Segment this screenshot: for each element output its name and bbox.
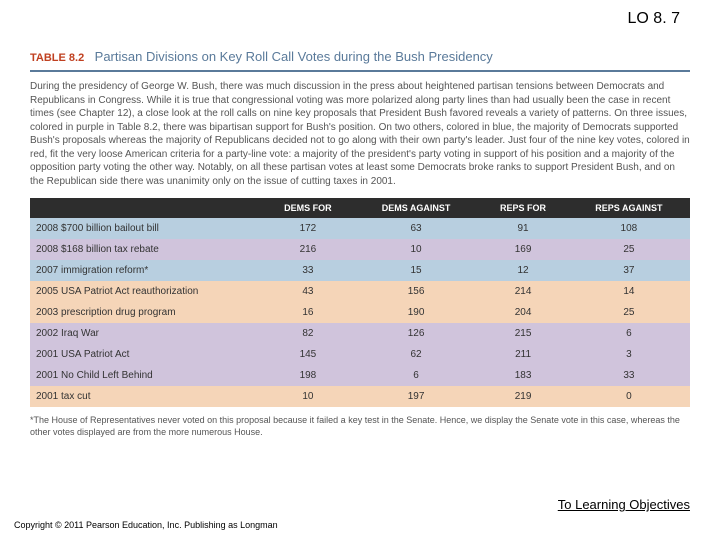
row-cell: 190 bbox=[354, 302, 478, 323]
row-cell: 33 bbox=[262, 260, 354, 281]
row-cell: 25 bbox=[568, 239, 690, 260]
row-label: 2001 No Child Left Behind bbox=[30, 365, 262, 386]
table-row: 2002 Iraq War821262156 bbox=[30, 323, 690, 344]
table-heading: TABLE 8.2 Partisan Divisions on Key Roll… bbox=[30, 48, 690, 66]
row-cell: 33 bbox=[568, 365, 690, 386]
row-cell: 16 bbox=[262, 302, 354, 323]
col-header-reps-against: REPS AGAINST bbox=[568, 198, 690, 218]
row-cell: 3 bbox=[568, 344, 690, 365]
col-header-dems-against: DEMS AGAINST bbox=[354, 198, 478, 218]
table-row: 2003 prescription drug program1619020425 bbox=[30, 302, 690, 323]
row-cell: 172 bbox=[262, 218, 354, 239]
row-label: 2008 $168 billion tax rebate bbox=[30, 239, 262, 260]
row-cell: 6 bbox=[568, 323, 690, 344]
row-cell: 10 bbox=[354, 239, 478, 260]
table-row: 2001 No Child Left Behind198618333 bbox=[30, 365, 690, 386]
main-content: TABLE 8.2 Partisan Divisions on Key Roll… bbox=[30, 48, 690, 438]
lo-label: LO 8. 7 bbox=[628, 10, 680, 28]
row-cell: 15 bbox=[354, 260, 478, 281]
row-cell: 183 bbox=[478, 365, 568, 386]
row-label: 2003 prescription drug program bbox=[30, 302, 262, 323]
table-number: TABLE 8.2 bbox=[30, 52, 84, 64]
table-row: 2008 $168 billion tax rebate2161016925 bbox=[30, 239, 690, 260]
row-label: 2001 USA Patriot Act bbox=[30, 344, 262, 365]
col-header-empty bbox=[30, 198, 262, 218]
row-cell: 169 bbox=[478, 239, 568, 260]
table-footnote: *The House of Representatives never vote… bbox=[30, 415, 690, 438]
row-cell: 197 bbox=[354, 386, 478, 407]
row-cell: 63 bbox=[354, 218, 478, 239]
table-row: 2007 immigration reform*33151237 bbox=[30, 260, 690, 281]
row-label: 2008 $700 billion bailout bill bbox=[30, 218, 262, 239]
row-cell: 214 bbox=[478, 281, 568, 302]
row-label: 2002 Iraq War bbox=[30, 323, 262, 344]
col-header-dems-for: DEMS FOR bbox=[262, 198, 354, 218]
row-cell: 25 bbox=[568, 302, 690, 323]
row-cell: 91 bbox=[478, 218, 568, 239]
row-label: 2007 immigration reform* bbox=[30, 260, 262, 281]
row-cell: 43 bbox=[262, 281, 354, 302]
votes-table: DEMS FOR DEMS AGAINST REPS FOR REPS AGAI… bbox=[30, 198, 690, 407]
row-cell: 82 bbox=[262, 323, 354, 344]
row-cell: 216 bbox=[262, 239, 354, 260]
table-row: 2005 USA Patriot Act reauthorization4315… bbox=[30, 281, 690, 302]
row-cell: 145 bbox=[262, 344, 354, 365]
row-label: 2001 tax cut bbox=[30, 386, 262, 407]
row-cell: 10 bbox=[262, 386, 354, 407]
row-cell: 6 bbox=[354, 365, 478, 386]
row-cell: 37 bbox=[568, 260, 690, 281]
row-cell: 14 bbox=[568, 281, 690, 302]
row-cell: 215 bbox=[478, 323, 568, 344]
table-row: 2008 $700 billion bailout bill1726391108 bbox=[30, 218, 690, 239]
row-cell: 62 bbox=[354, 344, 478, 365]
row-cell: 156 bbox=[354, 281, 478, 302]
table-row: 2001 USA Patriot Act145622113 bbox=[30, 344, 690, 365]
row-cell: 0 bbox=[568, 386, 690, 407]
copyright-text: Copyright © 2011 Pearson Education, Inc.… bbox=[14, 520, 278, 530]
row-cell: 219 bbox=[478, 386, 568, 407]
row-label: 2005 USA Patriot Act reauthorization bbox=[30, 281, 262, 302]
row-cell: 126 bbox=[354, 323, 478, 344]
table-title: Partisan Divisions on Key Roll Call Vote… bbox=[95, 49, 493, 64]
row-cell: 211 bbox=[478, 344, 568, 365]
row-cell: 108 bbox=[568, 218, 690, 239]
row-cell: 204 bbox=[478, 302, 568, 323]
learning-objectives-link[interactable]: To Learning Objectives bbox=[558, 497, 690, 512]
row-cell: 198 bbox=[262, 365, 354, 386]
col-header-reps-for: REPS FOR bbox=[478, 198, 568, 218]
table-header-row: DEMS FOR DEMS AGAINST REPS FOR REPS AGAI… bbox=[30, 198, 690, 218]
row-cell: 12 bbox=[478, 260, 568, 281]
table-description: During the presidency of George W. Bush,… bbox=[30, 80, 690, 188]
table-row: 2001 tax cut101972190 bbox=[30, 386, 690, 407]
title-rule bbox=[30, 70, 690, 72]
